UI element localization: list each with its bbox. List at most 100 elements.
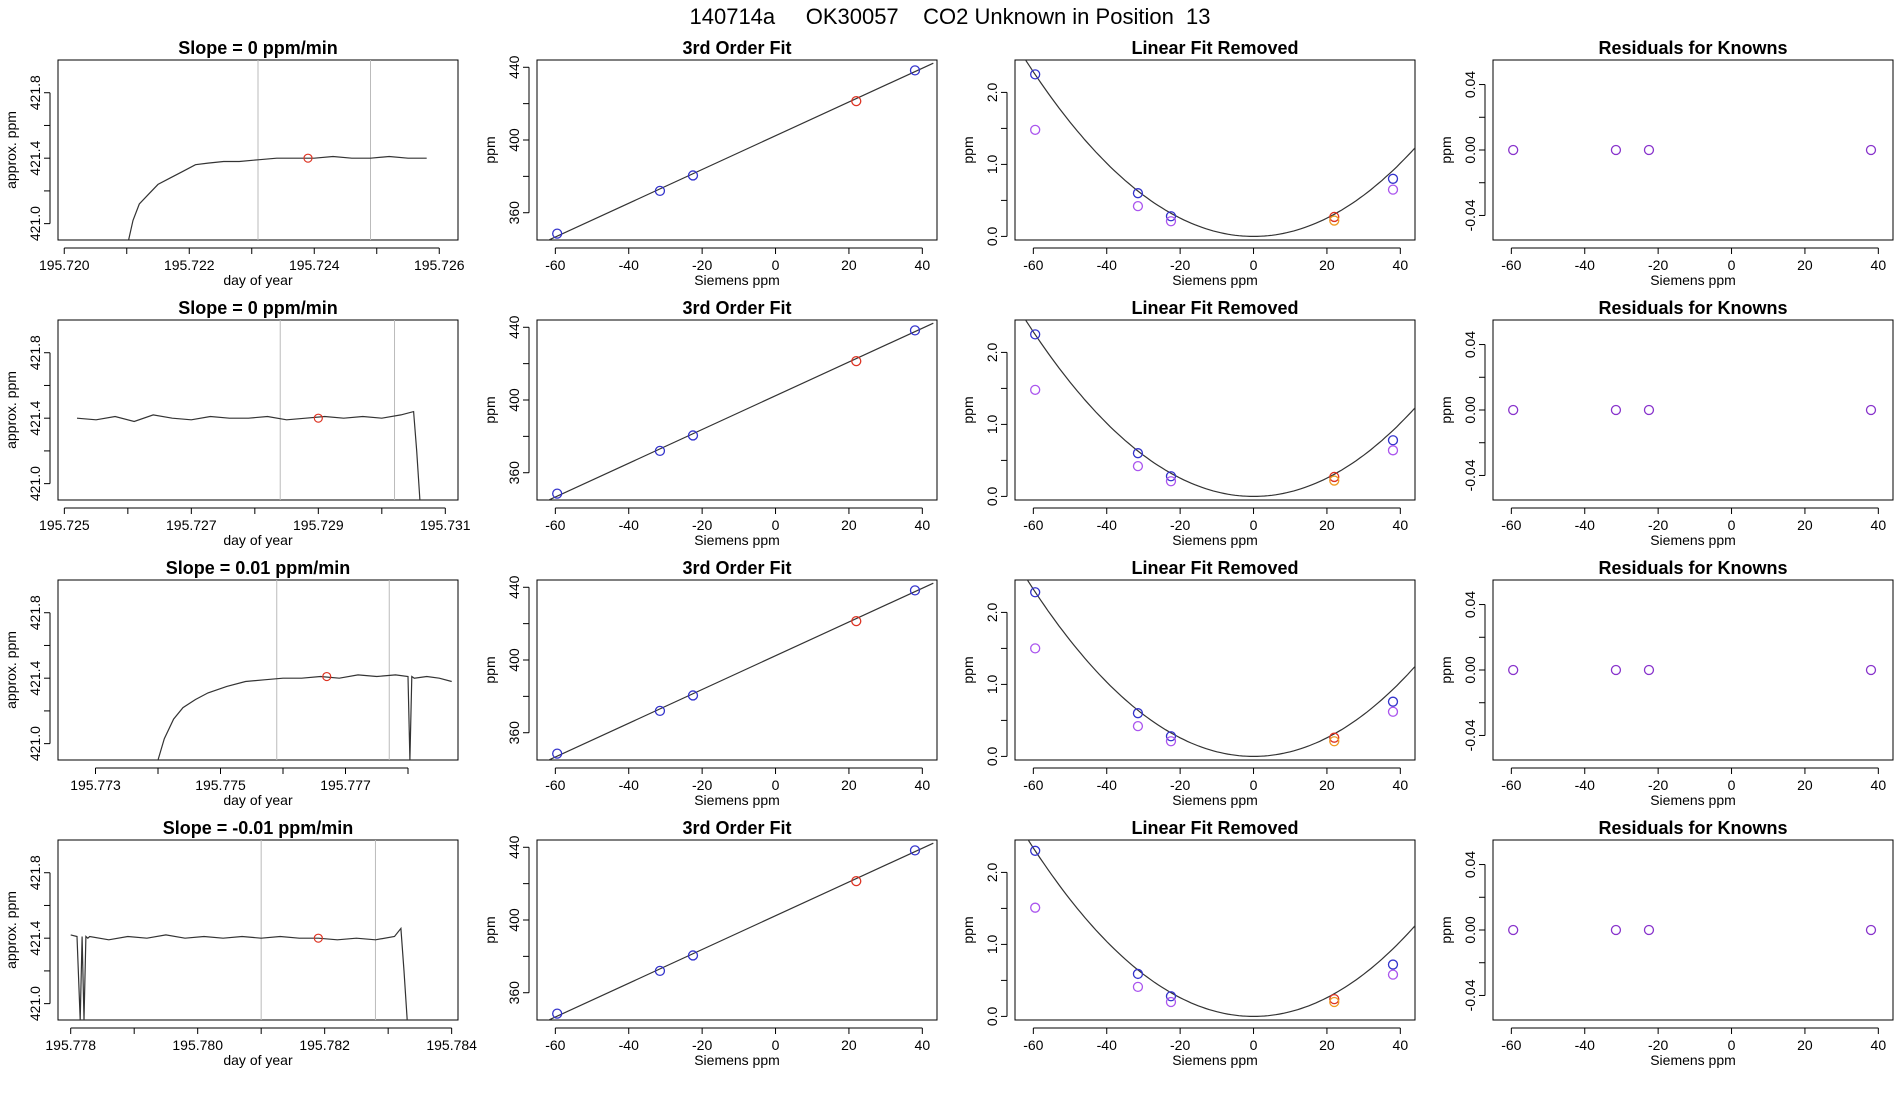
data-point-purple — [1610, 664, 1622, 676]
x-axis-label: Siemens ppm — [1172, 532, 1258, 548]
x-axis-label: day of year — [223, 792, 293, 808]
data-point-violet — [1165, 476, 1177, 487]
panel-title: Slope = 0 ppm/min — [178, 38, 338, 58]
x-tick-label: 0 — [1250, 257, 1258, 273]
plot-frame — [57, 579, 459, 761]
fit-line — [547, 62, 934, 240]
x-tick-label: 195.784 — [426, 1037, 477, 1053]
x-tick-label: -60 — [545, 257, 565, 273]
plot-content — [1027, 840, 1415, 1017]
y-tick-label: 421.4 — [27, 140, 43, 175]
y-tick-label: 0.04 — [1462, 71, 1478, 98]
y-tick-label: 0.0 — [984, 746, 1000, 766]
x-tick-label: 40 — [1393, 257, 1409, 273]
panel-2-0: Slope = 0.01 ppm/min 195.773 195.775 195.77… — [3, 558, 459, 808]
fit-curve — [1026, 580, 1415, 757]
x-tick-label: 195.722 — [164, 257, 215, 273]
plot-frame — [1014, 579, 1416, 761]
x-tick-label: 195.773 — [70, 777, 121, 793]
data-point-blue — [1165, 211, 1177, 222]
y-tick-label: 360 — [506, 721, 522, 745]
x-tick-label: -20 — [1170, 777, 1190, 793]
ppm-trace-line — [157, 674, 452, 760]
y-tick-label: 1.0 — [984, 674, 1000, 694]
x-tick-label: -60 — [1023, 257, 1043, 273]
x-tick-label: 20 — [841, 777, 857, 793]
y-axis-label: approx. ppm — [3, 371, 19, 449]
x-tick-label: -60 — [1501, 1037, 1521, 1053]
x-tick-label: 195.724 — [289, 257, 340, 273]
y-tick-label: 421.0 — [27, 206, 43, 241]
y-tick-label: 421.8 — [27, 75, 43, 110]
x-tick-label: -40 — [1097, 777, 1117, 793]
x-tick-label: -20 — [692, 1037, 712, 1053]
y-tick-label: 0.00 — [1462, 656, 1478, 683]
y-tick-label: 2.0 — [984, 342, 1000, 362]
x-tick-label: 0 — [1250, 517, 1258, 533]
plot-frame — [1014, 839, 1416, 1021]
panel-2-2: Linear Fit Removed -60 -40 -20 0 20 40 Siemens … — [960, 558, 1416, 808]
fit-line — [547, 582, 934, 760]
x-tick-label: -60 — [1023, 517, 1043, 533]
data-point-purple — [1508, 404, 1519, 416]
plot-content — [1024, 60, 1415, 237]
x-tick-label: -40 — [619, 777, 639, 793]
data-point-blue — [1132, 968, 1144, 980]
x-tick-label: 20 — [1797, 777, 1813, 793]
x-tick-label: -40 — [1575, 777, 1595, 793]
x-tick-label: 195.778 — [45, 1037, 96, 1053]
x-tick-label: 40 — [1393, 517, 1409, 533]
data-point-violet — [1165, 996, 1177, 1008]
y-tick-label: -0.04 — [1462, 199, 1478, 231]
panel-title: Residuals for Knowns — [1598, 818, 1787, 838]
data-point-blue — [1387, 696, 1399, 707]
data-point-purple — [1865, 924, 1877, 936]
x-tick-label: 40 — [1871, 257, 1887, 273]
y-tick-label: 421.4 — [27, 660, 43, 695]
x-tick-label: -40 — [1097, 1037, 1117, 1053]
data-point-blue — [654, 445, 666, 457]
data-point-purple — [1610, 404, 1622, 416]
y-axis-label: ppm — [482, 136, 498, 163]
y-axis-label: approx. ppm — [3, 631, 19, 709]
panel-1-1: 3rd Order Fit -60 -40 -20 0 20 40 Siemens ppm 36… — [482, 298, 938, 548]
panel-title: Slope = 0.01 ppm/min — [166, 558, 351, 578]
data-point-blue — [1132, 708, 1144, 719]
x-tick-label: 40 — [1871, 777, 1887, 793]
y-tick-label: 2.0 — [984, 82, 1000, 102]
data-point-blue — [909, 845, 921, 856]
x-tick-label: -60 — [545, 1037, 565, 1053]
panel-title: 3rd Order Fit — [682, 558, 791, 578]
data-point-purple — [1508, 924, 1519, 936]
data-point-red — [1329, 471, 1340, 483]
data-point-orange — [1329, 475, 1340, 486]
panel-title: Residuals for Knowns — [1598, 558, 1787, 578]
y-tick-label: 0.0 — [984, 226, 1000, 246]
data-point-blue — [1030, 69, 1041, 80]
x-tick-label: -40 — [1097, 517, 1117, 533]
data-point-blue — [1132, 448, 1144, 459]
plot-frame — [1492, 319, 1894, 501]
x-tick-label: 0 — [1250, 1037, 1258, 1053]
y-axis-label: approx. ppm — [3, 891, 19, 969]
x-tick-label: 20 — [1797, 517, 1813, 533]
data-point-orange — [1329, 215, 1340, 226]
y-tick-label: 440 — [506, 575, 522, 599]
y-tick-label: 400 — [506, 908, 522, 932]
x-tick-label: 40 — [915, 777, 931, 793]
x-tick-label: -20 — [1648, 777, 1668, 793]
data-point-blue — [654, 965, 666, 977]
x-tick-label: 0 — [772, 517, 780, 533]
y-tick-label: 400 — [506, 128, 522, 152]
y-tick-label: 421.8 — [27, 335, 43, 370]
data-point-blue — [552, 1008, 563, 1019]
plot-content — [547, 322, 934, 500]
x-tick-label: 195.775 — [195, 777, 246, 793]
data-point-purple — [1865, 664, 1877, 676]
fit-curve — [1024, 60, 1415, 237]
data-point-blue — [687, 170, 699, 181]
plot-frame — [536, 59, 938, 241]
x-axis-label: day of year — [223, 1052, 293, 1068]
x-tick-label: -20 — [1170, 257, 1190, 273]
